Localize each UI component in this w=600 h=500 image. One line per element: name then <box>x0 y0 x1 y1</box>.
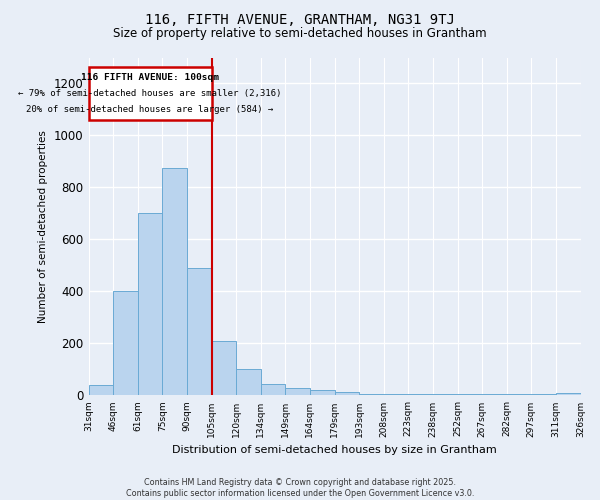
Bar <box>384 394 409 396</box>
Text: ← 79% of semi-detached houses are smaller (2,316): ← 79% of semi-detached houses are smalle… <box>19 88 282 98</box>
Bar <box>556 393 581 396</box>
Y-axis label: Number of semi-detached properties: Number of semi-detached properties <box>38 130 49 323</box>
Bar <box>187 268 212 396</box>
Bar <box>261 384 286 396</box>
Bar <box>409 394 433 396</box>
Text: Contains HM Land Registry data © Crown copyright and database right 2025.
Contai: Contains HM Land Registry data © Crown c… <box>126 478 474 498</box>
Bar <box>507 394 532 396</box>
X-axis label: Distribution of semi-detached houses by size in Grantham: Distribution of semi-detached houses by … <box>172 445 497 455</box>
Bar <box>212 341 236 396</box>
Bar <box>89 385 113 396</box>
Bar <box>532 394 556 396</box>
Bar <box>433 394 458 396</box>
Text: 116, FIFTH AVENUE, GRANTHAM, NG31 9TJ: 116, FIFTH AVENUE, GRANTHAM, NG31 9TJ <box>145 12 455 26</box>
Bar <box>482 394 507 396</box>
Bar <box>286 388 310 396</box>
Text: 20% of semi-detached houses are larger (584) →: 20% of semi-detached houses are larger (… <box>26 104 274 114</box>
Bar <box>359 394 384 396</box>
Bar <box>310 390 335 396</box>
FancyBboxPatch shape <box>89 66 212 120</box>
Bar <box>113 292 138 396</box>
Bar <box>138 214 163 396</box>
Bar <box>335 392 359 396</box>
Bar <box>236 370 261 396</box>
Bar <box>458 394 482 396</box>
Text: 116 FIFTH AVENUE: 100sqm: 116 FIFTH AVENUE: 100sqm <box>81 73 219 82</box>
Bar <box>163 168 187 396</box>
Text: Size of property relative to semi-detached houses in Grantham: Size of property relative to semi-detach… <box>113 28 487 40</box>
